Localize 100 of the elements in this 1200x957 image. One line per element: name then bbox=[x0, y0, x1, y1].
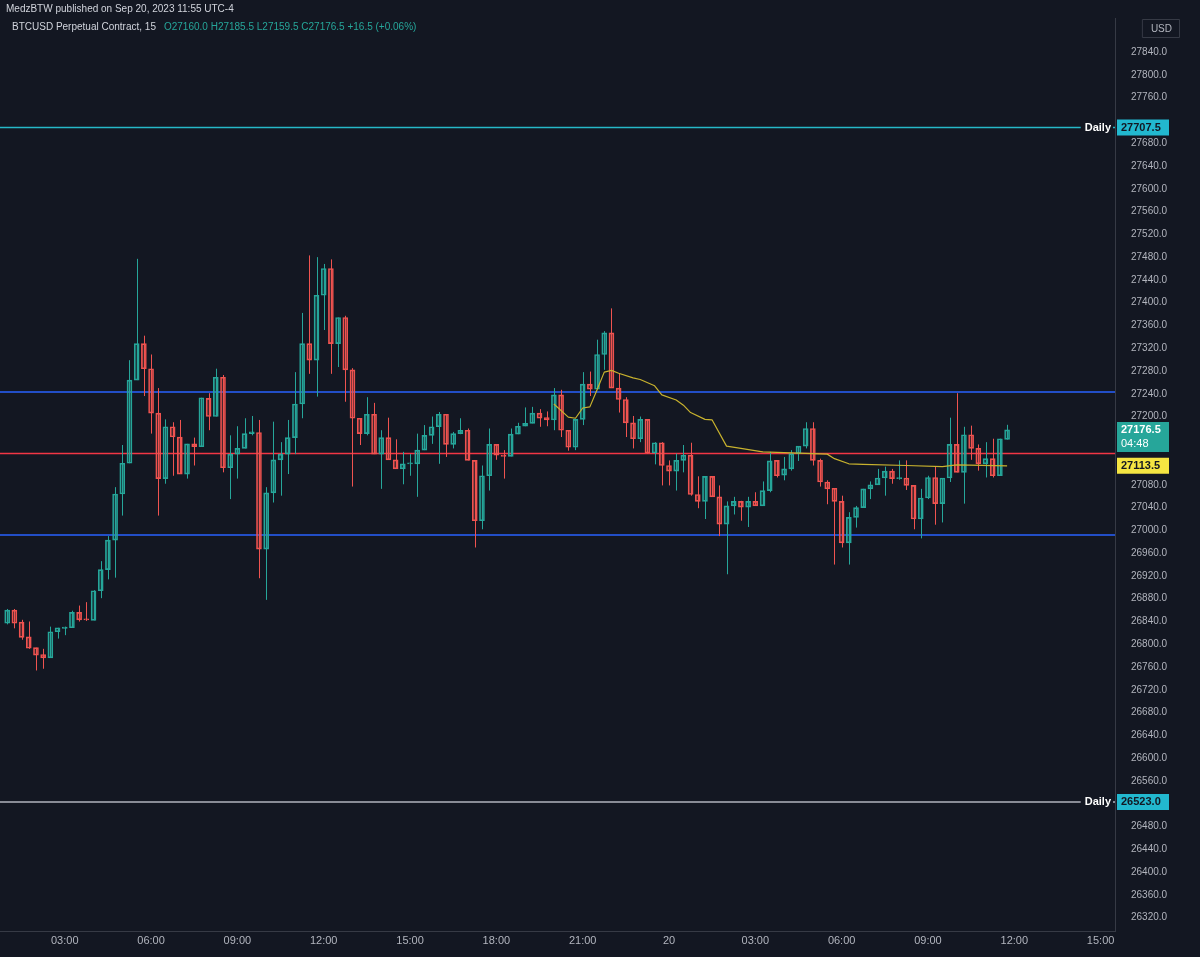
y-tick-label: 26840.0 bbox=[1131, 615, 1168, 627]
x-tick-label: 12:00 bbox=[309, 934, 338, 947]
candlestick bbox=[284, 419, 291, 475]
y-tick-label: 26800.0 bbox=[1131, 638, 1168, 650]
candlestick bbox=[371, 402, 377, 455]
text: 26523.0 bbox=[1121, 795, 1161, 808]
candlestick bbox=[594, 339, 600, 390]
candlestick bbox=[802, 421, 809, 449]
candlestick bbox=[479, 465, 485, 530]
candlestick bbox=[579, 371, 586, 426]
y-tick-label: 26920.0 bbox=[1131, 569, 1168, 581]
candlestick bbox=[248, 415, 255, 436]
text: 27707.5 bbox=[1121, 120, 1161, 133]
candlestick bbox=[623, 396, 629, 438]
candlestick bbox=[177, 419, 183, 475]
candlestick bbox=[997, 438, 1003, 477]
x-tick-label: 09:00 bbox=[914, 934, 942, 947]
candlestick bbox=[364, 396, 370, 436]
candlestick bbox=[263, 486, 269, 601]
y-tick-label: 26360.0 bbox=[1131, 888, 1168, 900]
candlestick bbox=[400, 451, 406, 485]
candlestick bbox=[781, 456, 787, 481]
candlestick bbox=[356, 417, 363, 446]
y-tick-label: 27400.0 bbox=[1131, 296, 1168, 308]
candlestick bbox=[141, 335, 147, 397]
candlestick bbox=[666, 459, 672, 486]
candlestick bbox=[507, 428, 514, 457]
text: MedzBTW published on Sep 20, 2023 11:55 UTC-4 bbox=[6, 2, 235, 14]
candlestick bbox=[320, 263, 327, 331]
text: USD bbox=[1150, 22, 1173, 34]
x-tick-label: 18:00 bbox=[482, 934, 511, 947]
candlestick bbox=[97, 560, 104, 599]
candlestick bbox=[133, 258, 140, 381]
y-tick-label: 27280.0 bbox=[1131, 364, 1168, 376]
candlestick bbox=[694, 475, 701, 509]
y-tick-label: 27320.0 bbox=[1131, 341, 1168, 353]
candlestick bbox=[925, 475, 931, 500]
candlestick bbox=[25, 621, 32, 650]
candlestick bbox=[601, 330, 608, 371]
y-tick-label: 26640.0 bbox=[1131, 729, 1168, 741]
candlestick bbox=[155, 387, 162, 517]
candlestick bbox=[184, 443, 190, 480]
y-tick-label: 27000.0 bbox=[1131, 524, 1168, 536]
y-tick-label: 27760.0 bbox=[1131, 91, 1168, 103]
x-tick-label: 03:00 bbox=[741, 934, 770, 947]
candlestick bbox=[630, 415, 636, 449]
candlestick bbox=[810, 421, 816, 467]
y-tick-label: 26760.0 bbox=[1131, 660, 1168, 672]
y-tick-label: 26680.0 bbox=[1131, 706, 1168, 718]
y-tick-label: 27480.0 bbox=[1131, 250, 1168, 262]
text: 04:48 bbox=[1121, 436, 1149, 449]
candlestick bbox=[917, 488, 924, 539]
candlestick bbox=[932, 466, 938, 526]
y-tick-label: 27080.0 bbox=[1131, 478, 1168, 490]
candlestick bbox=[227, 434, 234, 500]
candlestick bbox=[500, 449, 507, 480]
candlestick bbox=[443, 413, 449, 458]
candlestick bbox=[306, 254, 313, 375]
candlestick bbox=[788, 449, 795, 472]
candlestick bbox=[435, 411, 442, 465]
x-tick-label: 12:00 bbox=[1000, 934, 1029, 947]
candlestick bbox=[378, 429, 385, 490]
candlestick bbox=[112, 486, 118, 579]
y-tick-label: 27840.0 bbox=[1131, 45, 1168, 57]
candlestick bbox=[119, 444, 126, 517]
x-tick-label: 15:00 bbox=[396, 934, 424, 947]
candlestick bbox=[673, 453, 680, 492]
y-tick-label: 26720.0 bbox=[1131, 683, 1168, 695]
candlestick bbox=[968, 425, 974, 461]
y-tick-label: 27040.0 bbox=[1131, 501, 1168, 513]
y-tick-label: 27680.0 bbox=[1131, 137, 1168, 149]
candlestick bbox=[220, 374, 226, 473]
candlestick bbox=[292, 371, 298, 455]
candlestick bbox=[587, 371, 593, 397]
candlestick bbox=[256, 419, 262, 579]
candlestick bbox=[824, 479, 831, 505]
y-tick-label: 27600.0 bbox=[1131, 182, 1168, 194]
candlestick bbox=[745, 496, 751, 528]
y-tick-label: 27640.0 bbox=[1131, 159, 1168, 171]
x-tick-label: 06:00 bbox=[137, 934, 165, 947]
x-tick-label: 20 bbox=[662, 934, 676, 947]
ref-line-label: Daily bbox=[1084, 120, 1112, 133]
candlestick bbox=[328, 258, 334, 375]
candlestick bbox=[766, 451, 773, 493]
y-tick-label: 26440.0 bbox=[1131, 842, 1168, 854]
candlestick bbox=[975, 443, 982, 472]
y-tick-label: 26960.0 bbox=[1131, 546, 1168, 558]
candlestick bbox=[335, 316, 341, 368]
candlestick bbox=[551, 387, 557, 431]
candlestick bbox=[428, 416, 435, 445]
candlestick bbox=[407, 453, 413, 477]
candlestick bbox=[558, 389, 564, 438]
candlestick bbox=[702, 475, 708, 520]
y-tick-label: 27520.0 bbox=[1131, 228, 1168, 240]
candlestick bbox=[860, 488, 867, 509]
y-tick-label: 27440.0 bbox=[1131, 273, 1168, 285]
candlestick bbox=[565, 429, 572, 452]
candlestick bbox=[853, 505, 859, 529]
candlestick bbox=[299, 312, 305, 419]
x-tick-label: 09:00 bbox=[223, 934, 252, 947]
